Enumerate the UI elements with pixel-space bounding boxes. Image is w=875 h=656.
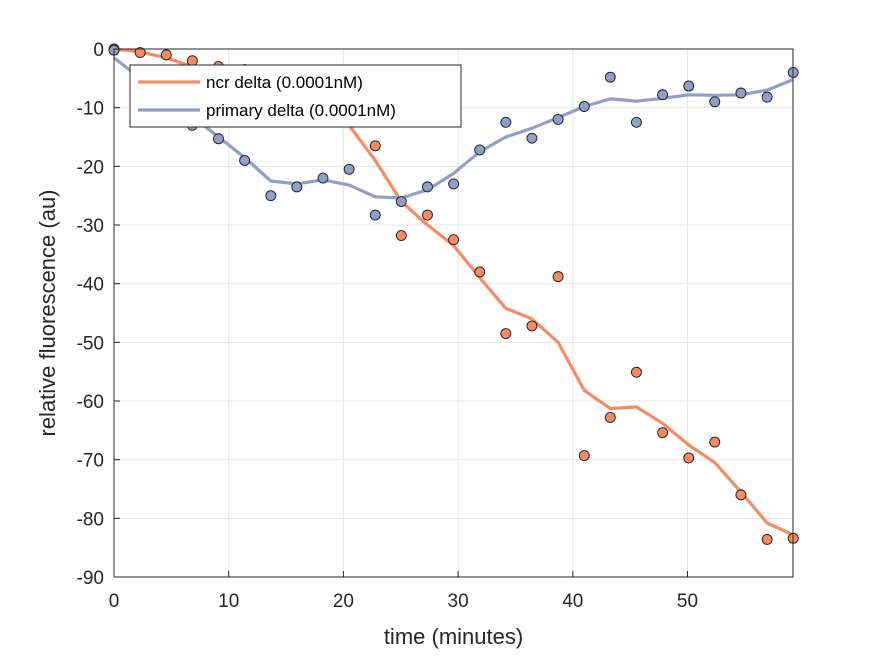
y-tick-label: -70 — [77, 451, 104, 472]
x-tick-label: 40 — [562, 591, 583, 612]
data-point — [474, 266, 486, 278]
data-point — [186, 55, 198, 67]
y-tick-label: -30 — [77, 216, 104, 237]
data-point — [761, 91, 773, 103]
data-point — [630, 366, 642, 378]
y-axis-ticks: 0 -10 -20 -30 -40 -50 -60 -70 -80 -90 — [77, 40, 120, 589]
data-point — [239, 155, 251, 166]
y-tick-label: -40 — [77, 275, 104, 296]
series-line — [113, 56, 794, 200]
data-point — [369, 209, 381, 221]
data-point — [526, 132, 538, 144]
data-point — [657, 89, 669, 101]
data-point — [657, 427, 669, 439]
y-tick-label: -60 — [77, 392, 104, 413]
data-point — [526, 320, 538, 332]
y-tick-label: 0 — [93, 40, 104, 61]
data-point — [604, 411, 616, 423]
data-point — [343, 163, 355, 175]
x-tick-label: 10 — [218, 591, 239, 612]
data-point — [500, 328, 512, 339]
data-point — [604, 71, 616, 83]
y-axis-title: relative fluorescence (au) — [35, 189, 60, 436]
y-tick-label: -90 — [77, 568, 104, 589]
data-point — [683, 80, 695, 92]
y-tick-label: -80 — [77, 509, 104, 530]
legend-label: primary delta (0.0001nM) — [206, 101, 396, 120]
legend-box — [129, 64, 462, 128]
legend: ncr delta (0.0001nM) primary delta (0.000… — [129, 64, 462, 128]
data-point — [422, 181, 433, 193]
x-axis-title: time (minutes) — [384, 624, 523, 649]
x-tick-label: 20 — [333, 591, 354, 612]
data-point — [578, 450, 590, 462]
data-point — [265, 190, 277, 202]
data-point — [761, 534, 773, 545]
data-point — [395, 230, 407, 242]
data-point — [395, 196, 407, 207]
data-point — [709, 436, 721, 448]
data-point — [474, 144, 486, 156]
plot-frame — [113, 48, 794, 578]
data-point — [735, 87, 747, 99]
data-point — [422, 209, 433, 221]
data-point — [317, 172, 329, 184]
data-point — [552, 113, 564, 125]
data-point — [160, 49, 172, 61]
data-point — [448, 234, 460, 246]
x-tick-label: 0 — [109, 591, 120, 612]
data-point — [709, 96, 721, 108]
y-tick-label: -50 — [77, 333, 104, 354]
data-point — [291, 181, 303, 193]
data-point — [735, 489, 747, 501]
grid — [113, 48, 793, 578]
x-axis-ticks: 0 10 20 30 40 50 — [109, 571, 698, 612]
x-tick-label: 30 — [448, 591, 469, 612]
data-point — [552, 271, 564, 283]
data-point — [448, 178, 460, 190]
data-point — [500, 116, 512, 128]
y-tick-label: -20 — [77, 157, 104, 178]
data-point — [213, 133, 224, 145]
data-point — [630, 116, 642, 128]
series-2 — [108, 44, 799, 221]
data-point — [134, 47, 146, 58]
legend-label: ncr delta (0.0001nM) — [206, 73, 363, 92]
y-tick-label: -10 — [77, 99, 104, 120]
data-point — [578, 101, 590, 112]
data-point — [683, 452, 695, 464]
data-point — [369, 140, 381, 152]
x-tick-label: 50 — [677, 591, 698, 612]
